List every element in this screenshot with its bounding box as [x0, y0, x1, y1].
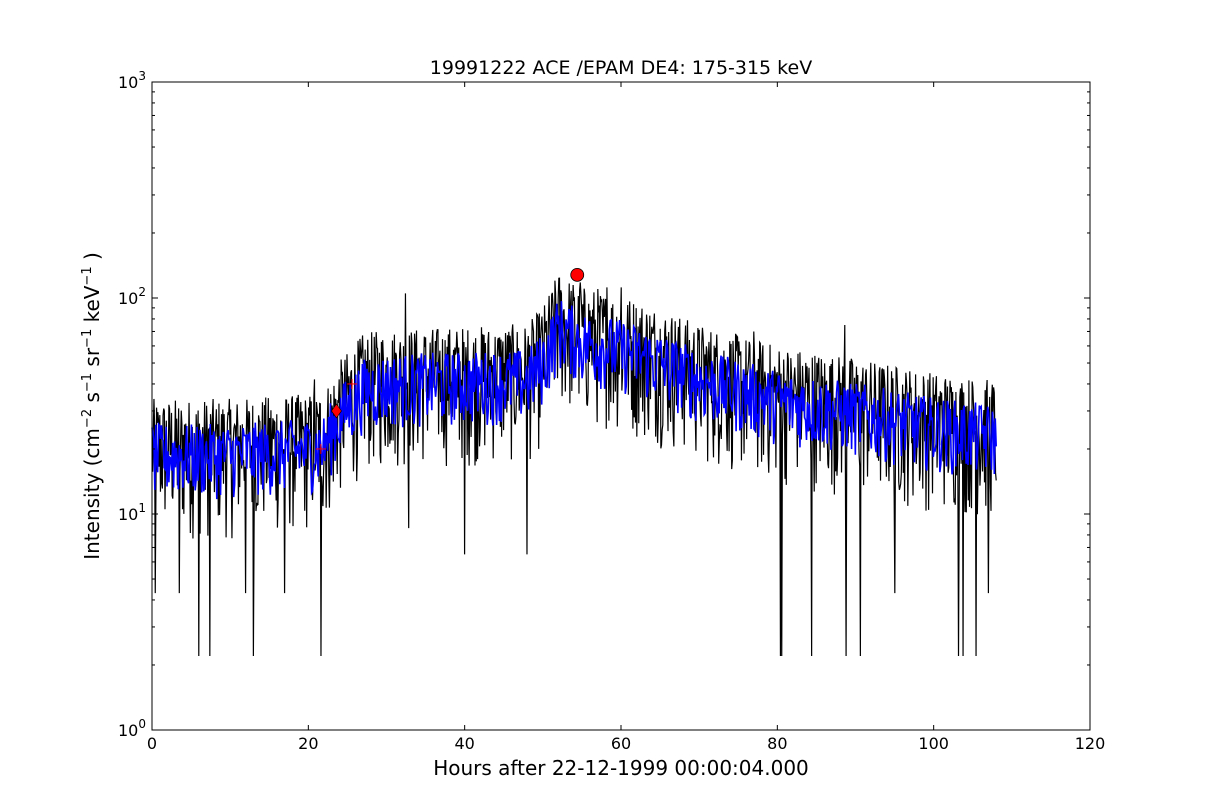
- series-layer: [151, 277, 997, 657]
- chart-title: 19991222 ACE /EPAM DE4: 175-315 keV: [430, 57, 812, 79]
- marker-plus: [315, 443, 326, 454]
- x-tick-label: 80: [767, 734, 787, 753]
- y-tick-label: 100: [118, 717, 146, 740]
- marker-plus: [347, 378, 358, 389]
- series-smoothed-line: [151, 301, 997, 500]
- y-axis: 100 101 102 103: [118, 69, 1090, 740]
- marker-diamond: [331, 403, 342, 419]
- y-axis-label: Intensity (cm−2 s−1 sr−1 keV−1 ): [80, 252, 104, 560]
- x-axis-label: Hours after 22-12-1999 00:00:04.000: [433, 756, 809, 780]
- x-axis: 0 20 40 60 80 100 120: [147, 82, 1105, 753]
- x-tick-label: 40: [454, 734, 474, 753]
- marker-layer: [315, 267, 585, 454]
- y-tick-label: 102: [118, 285, 146, 308]
- y-tick-label: 101: [118, 501, 146, 524]
- x-tick-label: 20: [298, 734, 318, 753]
- x-tick-label: 60: [611, 734, 631, 753]
- x-tick-label: 0: [147, 734, 157, 753]
- x-tick-label: 100: [918, 734, 949, 753]
- marker-peak-circle: [570, 267, 585, 282]
- y-tick-label: 103: [118, 69, 146, 92]
- x-tick-label: 120: [1075, 734, 1106, 753]
